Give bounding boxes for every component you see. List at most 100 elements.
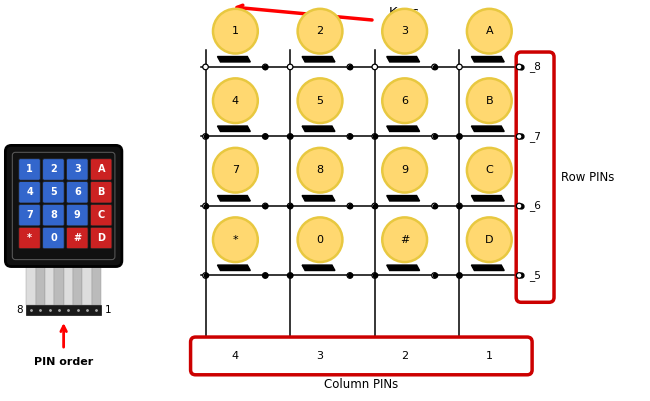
Polygon shape [387,126,420,132]
Circle shape [432,64,437,70]
Bar [45,261,55,305]
Circle shape [287,273,293,278]
Bar [73,261,83,305]
FancyBboxPatch shape [19,159,40,180]
Text: 4: 4 [232,351,239,361]
FancyBboxPatch shape [19,227,40,249]
FancyBboxPatch shape [90,205,112,226]
FancyBboxPatch shape [43,205,64,226]
Circle shape [467,217,512,262]
Polygon shape [302,126,335,132]
Text: 2: 2 [401,351,408,361]
Bar [92,261,101,305]
FancyBboxPatch shape [43,182,64,203]
Text: 2: 2 [50,164,57,174]
Circle shape [213,148,258,192]
Circle shape [213,9,258,53]
Circle shape [347,273,353,278]
FancyBboxPatch shape [90,227,112,249]
FancyBboxPatch shape [66,205,88,226]
Circle shape [467,9,512,53]
Circle shape [203,203,208,209]
Text: *: * [233,235,238,245]
Text: 2: 2 [317,26,324,36]
Polygon shape [387,265,420,271]
Circle shape [516,134,522,139]
Polygon shape [387,57,420,62]
Circle shape [213,78,258,123]
FancyBboxPatch shape [19,182,40,203]
Text: Keys: Keys [389,6,420,19]
Circle shape [467,78,512,123]
FancyBboxPatch shape [5,146,122,267]
Circle shape [432,134,437,139]
Circle shape [203,64,208,70]
Circle shape [298,78,343,123]
Circle shape [298,217,343,262]
Circle shape [287,203,293,209]
Circle shape [287,134,293,139]
Text: _5: _5 [529,270,541,281]
Circle shape [457,134,462,139]
Circle shape [467,148,512,192]
Text: 5: 5 [50,187,57,197]
Text: 5: 5 [317,96,324,106]
Circle shape [516,64,522,70]
Circle shape [516,273,522,278]
Bar [36,261,45,305]
Text: 8: 8 [16,305,23,315]
Circle shape [516,203,522,209]
Circle shape [457,273,462,278]
Circle shape [263,203,268,209]
Text: *: * [27,233,32,243]
Text: 6: 6 [401,96,408,106]
Text: D: D [98,233,105,243]
Text: Column PINs: Column PINs [324,378,398,391]
Text: 0: 0 [317,235,324,245]
Text: _8: _8 [529,61,541,73]
Polygon shape [302,196,335,201]
Circle shape [263,134,268,139]
Circle shape [457,64,462,70]
Text: 3: 3 [401,26,408,36]
Text: 0: 0 [50,233,57,243]
Text: 6: 6 [74,187,81,197]
Text: 3: 3 [74,164,81,174]
Circle shape [347,203,353,209]
Circle shape [263,64,268,70]
Text: 1: 1 [232,26,239,36]
Bar [55,261,64,305]
Circle shape [298,148,343,192]
Circle shape [287,64,293,70]
Circle shape [372,273,378,278]
Polygon shape [218,126,250,132]
Text: C: C [486,165,493,175]
Polygon shape [471,57,504,62]
Circle shape [382,148,427,192]
FancyBboxPatch shape [66,159,88,180]
Circle shape [372,64,378,70]
Text: Row PINs: Row PINs [561,171,614,184]
Bar [83,261,92,305]
Text: 3: 3 [317,351,324,361]
Text: 7: 7 [26,210,33,220]
Polygon shape [471,265,504,271]
Text: 4: 4 [232,96,239,106]
Polygon shape [302,265,335,271]
Text: 1: 1 [26,164,33,174]
Circle shape [382,217,427,262]
Circle shape [263,273,268,278]
FancyBboxPatch shape [19,205,40,226]
Circle shape [382,78,427,123]
Circle shape [203,273,208,278]
Circle shape [347,134,353,139]
Circle shape [213,217,258,262]
FancyBboxPatch shape [516,52,554,302]
Circle shape [298,9,343,53]
Text: 8: 8 [317,165,324,175]
Text: 7: 7 [232,165,239,175]
Circle shape [457,203,462,209]
Text: PIN order: PIN order [34,357,93,367]
Circle shape [432,273,437,278]
Polygon shape [218,196,250,201]
